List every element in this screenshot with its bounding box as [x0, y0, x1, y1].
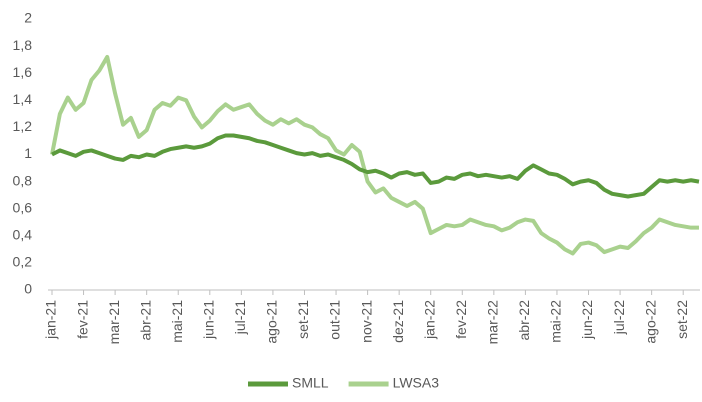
y-tick-label: 1 — [24, 145, 32, 161]
x-tick-label: ago-22 — [642, 300, 658, 344]
x-tick-label: set-21 — [295, 300, 311, 339]
x-tick-label: mai-22 — [548, 300, 564, 343]
x-tick-label: nov-21 — [358, 300, 374, 343]
y-tick-label: 0,8 — [13, 172, 33, 188]
y-tick-label: 0,2 — [13, 254, 33, 270]
y-tick-label: 1,8 — [13, 37, 33, 53]
legend-label: LWSA3 — [393, 375, 440, 391]
y-tick-label: 2 — [24, 10, 32, 26]
x-tick-label: dez-21 — [390, 300, 406, 343]
y-tick-label: 1,4 — [13, 91, 33, 107]
x-tick-label: jun-21 — [201, 300, 217, 340]
x-tick-label: jan-21 — [43, 300, 59, 340]
x-tick-label: fev-21 — [74, 300, 90, 339]
y-tick-label: 0,6 — [13, 199, 33, 215]
x-tick-label: jul-21 — [232, 300, 248, 335]
x-tick-label: mar-22 — [485, 300, 501, 345]
x-tick-label: abr-22 — [516, 300, 532, 341]
x-tick-label: abr-21 — [137, 300, 153, 341]
x-tick-label: set-22 — [674, 300, 690, 339]
x-tick-label: out-21 — [327, 300, 343, 340]
y-tick-label: 0,4 — [13, 227, 33, 243]
y-tick-label: 0 — [24, 281, 32, 297]
x-tick-label: mar-21 — [106, 300, 122, 345]
x-tick-label: ago-21 — [264, 300, 280, 344]
legend-label: SMLL — [292, 375, 329, 391]
y-tick-label: 1,2 — [13, 118, 33, 134]
x-tick-label: mai-21 — [169, 300, 185, 343]
series-line — [51, 133, 700, 199]
x-tick-label: jun-22 — [579, 300, 595, 340]
y-tick-label: 1,6 — [13, 64, 33, 80]
series-line — [50, 54, 699, 256]
x-tick-label: jul-22 — [611, 300, 627, 335]
x-tick-label: jan-22 — [421, 300, 437, 340]
x-tick-label: fev-22 — [453, 300, 469, 339]
